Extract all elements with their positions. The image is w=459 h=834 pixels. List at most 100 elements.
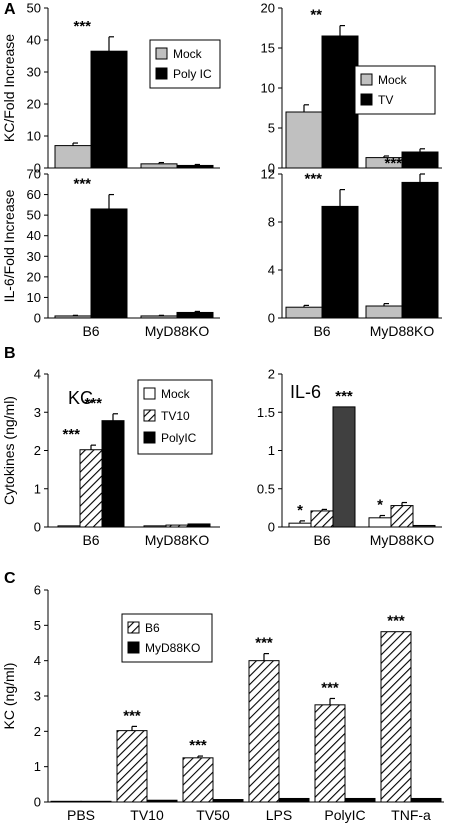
legend-swatch xyxy=(155,47,168,60)
y-tick-label: 30 xyxy=(27,65,41,80)
significance-marker: *** xyxy=(73,176,91,193)
x-tick-label: MyD88KO xyxy=(145,323,210,339)
bar-poly-ic xyxy=(176,311,214,319)
inset-title: IL-6 xyxy=(290,382,321,402)
y-tick-label: 5 xyxy=(268,121,275,136)
legend-label: MyD88KO xyxy=(145,641,200,655)
legend-swatch xyxy=(127,641,140,654)
bar-mock xyxy=(57,525,81,528)
bar-myd88ko xyxy=(212,799,244,803)
y-tick-label: 20 xyxy=(27,97,41,112)
x-tick-label: B6 xyxy=(82,323,99,339)
significance-marker: * xyxy=(377,497,383,514)
y-tick-label: 2 xyxy=(34,443,41,458)
y-tick-label: 30 xyxy=(27,249,41,264)
y-tick-label: 50 xyxy=(27,1,41,16)
legend-label: Mock xyxy=(378,73,408,87)
y-tick-label: 10 xyxy=(27,290,41,305)
y-tick-label: 0 xyxy=(268,161,275,176)
legend-swatch xyxy=(143,431,156,444)
x-tick-label: MyD88KO xyxy=(145,532,210,548)
y-tick-label: 4 xyxy=(34,367,41,382)
y-tick-label: 10 xyxy=(27,129,41,144)
bar-tv xyxy=(321,35,359,169)
y-tick-label: 4 xyxy=(34,653,41,668)
significance-marker: *** xyxy=(123,707,141,724)
bar-polyic xyxy=(101,420,125,528)
bar-myd88ko xyxy=(344,797,376,803)
y-tick-label: 40 xyxy=(27,228,41,243)
x-tick-label: PBS xyxy=(67,807,95,823)
y-tick-label: 0 xyxy=(268,520,275,535)
bar-polyic xyxy=(412,524,436,528)
bar-b6 xyxy=(380,631,412,803)
significance-marker: *** xyxy=(73,18,91,35)
bar-b6 xyxy=(182,757,214,803)
y-tick-label: 60 xyxy=(27,187,41,202)
significance-marker: *** xyxy=(189,737,207,754)
bar-mock xyxy=(285,111,323,169)
legend-swatch xyxy=(143,409,156,422)
bar-myd88ko xyxy=(146,799,178,803)
legend-label: TV10 xyxy=(161,409,190,423)
bar-tv10 xyxy=(79,449,103,528)
x-tick-label: LPS xyxy=(266,807,292,823)
x-tick-label: B6 xyxy=(313,323,330,339)
y-tick-label: 40 xyxy=(27,33,41,48)
x-tick-label: B6 xyxy=(82,532,99,548)
bar-mock xyxy=(140,315,178,319)
significance-marker: *** xyxy=(321,679,339,696)
y-tick-label: 6 xyxy=(34,583,41,598)
bar-tv10 xyxy=(310,510,334,528)
y-tick-label: 0 xyxy=(34,161,41,176)
y-axis-title: IL-6/Fold Increase xyxy=(1,189,17,302)
significance-marker: *** xyxy=(387,613,405,630)
bar-myd88ko xyxy=(410,797,442,803)
y-tick-label: 3 xyxy=(34,405,41,420)
bar-mock xyxy=(285,306,323,319)
legend-label: B6 xyxy=(145,621,160,635)
legend-swatch xyxy=(155,67,168,80)
y-tick-label: 15 xyxy=(261,41,275,56)
y-axis-title: KC (ng/ml) xyxy=(1,663,17,730)
bar-b6 xyxy=(50,800,82,803)
bar-poly-ic xyxy=(90,50,128,169)
legend-label: PolyIC xyxy=(161,431,197,445)
bar-polyic xyxy=(332,406,356,528)
y-tick-label: 0 xyxy=(268,311,275,326)
legend-label: Poly IC xyxy=(173,67,212,81)
y-tick-label: 10 xyxy=(261,81,275,96)
y-axis-title: Cytokines (ng/ml) xyxy=(1,396,17,505)
x-tick-label: MyD88KO xyxy=(370,323,435,339)
bar-b6 xyxy=(116,730,148,803)
x-tick-label: B6 xyxy=(313,532,330,548)
legend-swatch xyxy=(360,93,373,106)
x-tick-label: PolyIC xyxy=(324,807,365,823)
bar-b6 xyxy=(248,660,280,803)
chart-a2: 0 5 10 15 20 ** Mock TV xyxy=(261,1,442,176)
legend-swatch xyxy=(143,387,156,400)
bar-mock xyxy=(365,305,403,319)
bar-mock xyxy=(140,163,178,169)
y-tick-label: 1 xyxy=(34,759,41,774)
x-tick-label: TNF-a xyxy=(391,807,431,823)
y-tick-label: 1.5 xyxy=(257,405,275,420)
y-tick-label: 2 xyxy=(268,367,275,382)
y-tick-label: 5 xyxy=(34,618,41,633)
significance-marker: * xyxy=(297,502,303,519)
bar-mock xyxy=(54,315,92,319)
bar-tv xyxy=(321,205,359,319)
bar-myd88ko xyxy=(80,800,112,803)
significance-marker: *** xyxy=(62,426,80,443)
legend-label: TV xyxy=(378,93,393,107)
significance-marker: *** xyxy=(335,388,353,405)
bar-poly-ic xyxy=(176,164,214,169)
x-tick-label: TV50 xyxy=(196,807,230,823)
bar-polyic xyxy=(187,523,211,528)
significance-marker: ** xyxy=(310,7,322,24)
chart-c: 0 1 2 3 4 5 6 KC (ng/ml) PBS TV10 TV50 LPS PolyIC TNF… xyxy=(1,583,444,823)
significance-marker: *** xyxy=(384,155,402,172)
